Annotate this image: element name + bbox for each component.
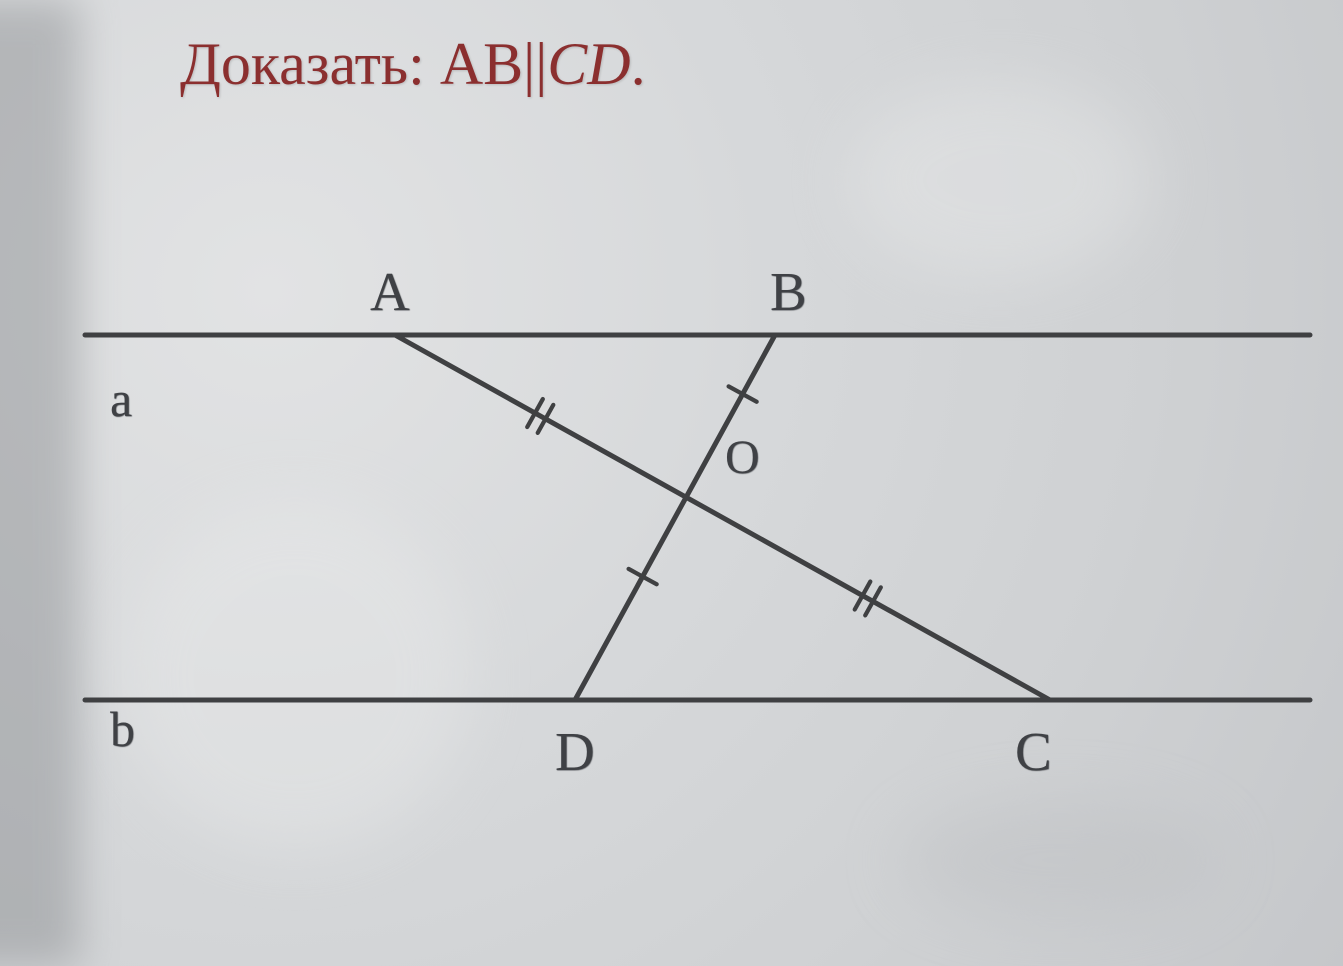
label-C: C [1015, 720, 1052, 783]
label-line-a: a [110, 370, 132, 428]
label-line-b: b [110, 700, 135, 758]
label-A: A [370, 260, 410, 323]
label-O: O [725, 430, 760, 485]
geometry-figure [0, 0, 1343, 966]
label-D: D [555, 720, 595, 783]
label-B: B [770, 260, 807, 323]
